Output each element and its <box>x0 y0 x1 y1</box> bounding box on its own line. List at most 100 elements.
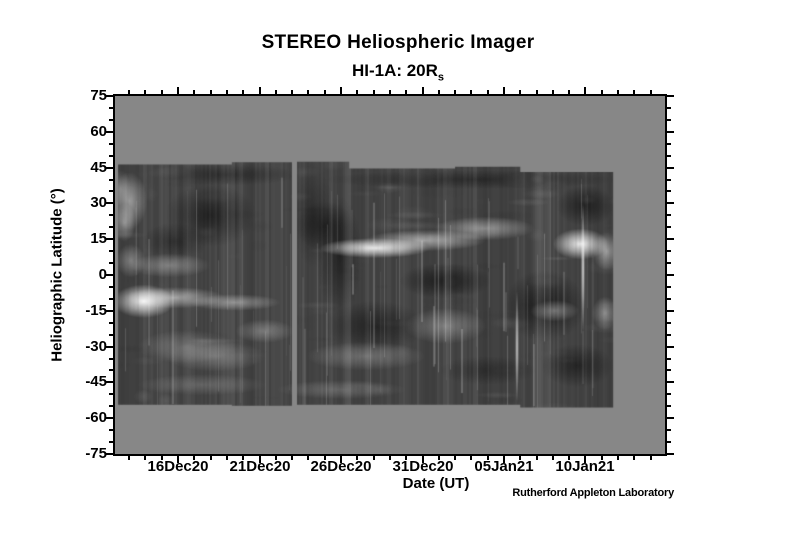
x-major-tick <box>177 456 179 463</box>
x-minor-tick-top <box>161 90 163 94</box>
y-minor-tick <box>109 322 113 324</box>
x-minor-tick-top <box>633 90 635 94</box>
y-major-tick <box>106 238 113 240</box>
x-minor-tick <box>633 456 635 460</box>
x-minor-tick <box>568 456 570 460</box>
y-minor-tick <box>109 286 113 288</box>
y-minor-tick-right <box>667 334 671 336</box>
y-minor-tick-right <box>667 155 671 157</box>
x-minor-tick <box>356 456 358 460</box>
x-minor-tick <box>389 456 391 460</box>
y-minor-tick-right <box>667 143 671 145</box>
x-minor-tick-top <box>144 90 146 94</box>
y-major-tick-right <box>667 238 674 240</box>
x-minor-tick-top <box>601 90 603 94</box>
x-minor-tick <box>373 456 375 460</box>
y-minor-tick <box>109 155 113 157</box>
y-minor-tick <box>109 441 113 443</box>
y-minor-tick-right <box>667 107 671 109</box>
x-minor-tick-top <box>275 90 277 94</box>
x-tick-label: 21Dec20 <box>229 458 291 475</box>
y-minor-tick <box>109 190 113 192</box>
y-minor-tick-right <box>667 405 671 407</box>
x-minor-tick-top <box>242 90 244 94</box>
x-minor-tick <box>128 456 130 460</box>
y-minor-tick-right <box>667 190 671 192</box>
x-major-tick-top <box>422 87 424 94</box>
y-major-tick <box>106 417 113 419</box>
x-tick-label: 16Dec20 <box>147 458 209 475</box>
x-minor-tick <box>193 456 195 460</box>
chart-title: STEREO Heliospheric Imager <box>261 32 535 53</box>
y-tick-label: 30 <box>90 194 107 211</box>
x-minor-tick <box>275 456 277 460</box>
y-minor-tick-right <box>667 250 671 252</box>
x-minor-tick-top <box>552 90 554 94</box>
y-minor-tick <box>109 250 113 252</box>
y-minor-tick-right <box>667 441 671 443</box>
x-minor-tick <box>552 456 554 460</box>
x-minor-tick <box>144 456 146 460</box>
x-major-tick <box>422 456 424 463</box>
y-major-tick-right <box>667 131 674 133</box>
x-minor-tick-top <box>324 90 326 94</box>
y-minor-tick-right <box>667 298 671 300</box>
y-minor-tick-right <box>667 429 671 431</box>
y-major-tick-right <box>667 453 674 455</box>
x-tick-label: 31Dec20 <box>392 458 454 475</box>
y-minor-tick <box>109 262 113 264</box>
y-tick-label: 15 <box>90 230 107 247</box>
y-tick-label: 60 <box>90 123 107 140</box>
y-minor-tick-right <box>667 393 671 395</box>
x-minor-tick <box>601 456 603 460</box>
x-minor-tick-top <box>438 90 440 94</box>
x-major-tick-top <box>259 87 261 94</box>
y-minor-tick-right <box>667 226 671 228</box>
x-minor-tick <box>617 456 619 460</box>
y-minor-tick <box>109 358 113 360</box>
y-major-tick-right <box>667 381 674 383</box>
x-minor-tick <box>226 456 228 460</box>
y-major-tick <box>106 167 113 169</box>
x-minor-tick <box>210 456 212 460</box>
jmap-heatmap-canvas <box>115 96 665 454</box>
x-major-tick <box>340 456 342 463</box>
subtitle-text: HI-1A: 20R <box>351 61 438 80</box>
y-major-tick <box>106 202 113 204</box>
y-minor-tick <box>109 429 113 431</box>
y-major-tick <box>106 381 113 383</box>
x-minor-tick-top <box>307 90 309 94</box>
x-minor-tick <box>307 456 309 460</box>
x-minor-tick-top <box>470 90 472 94</box>
x-major-tick-top <box>503 87 505 94</box>
y-major-tick <box>106 131 113 133</box>
x-minor-tick-top <box>356 90 358 94</box>
y-minor-tick-right <box>667 358 671 360</box>
y-tick-label: -15 <box>85 302 107 319</box>
x-major-tick-top <box>584 87 586 94</box>
subtitle-subscript: s <box>437 71 445 84</box>
y-major-tick <box>106 95 113 97</box>
y-minor-tick <box>109 226 113 228</box>
y-major-tick-right <box>667 202 674 204</box>
y-minor-tick <box>109 298 113 300</box>
x-minor-tick <box>161 456 163 460</box>
y-minor-tick-right <box>667 119 671 121</box>
y-major-tick-right <box>667 346 674 348</box>
y-minor-tick-right <box>667 214 671 216</box>
x-minor-tick-top <box>373 90 375 94</box>
y-minor-tick <box>109 214 113 216</box>
y-major-tick-right <box>667 417 674 419</box>
y-minor-tick-right <box>667 262 671 264</box>
y-major-tick-right <box>667 95 674 97</box>
y-major-tick <box>106 453 113 455</box>
x-minor-tick-top <box>389 90 391 94</box>
y-axis-title: Heliographic Latitude (°) <box>48 188 66 362</box>
y-minor-tick <box>109 179 113 181</box>
y-minor-tick <box>109 119 113 121</box>
y-tick-label: -75 <box>85 445 107 462</box>
x-tick-label: 05Jan21 <box>474 458 534 475</box>
y-major-tick-right <box>667 167 674 169</box>
y-minor-tick-right <box>667 369 671 371</box>
x-minor-tick-top <box>128 90 130 94</box>
